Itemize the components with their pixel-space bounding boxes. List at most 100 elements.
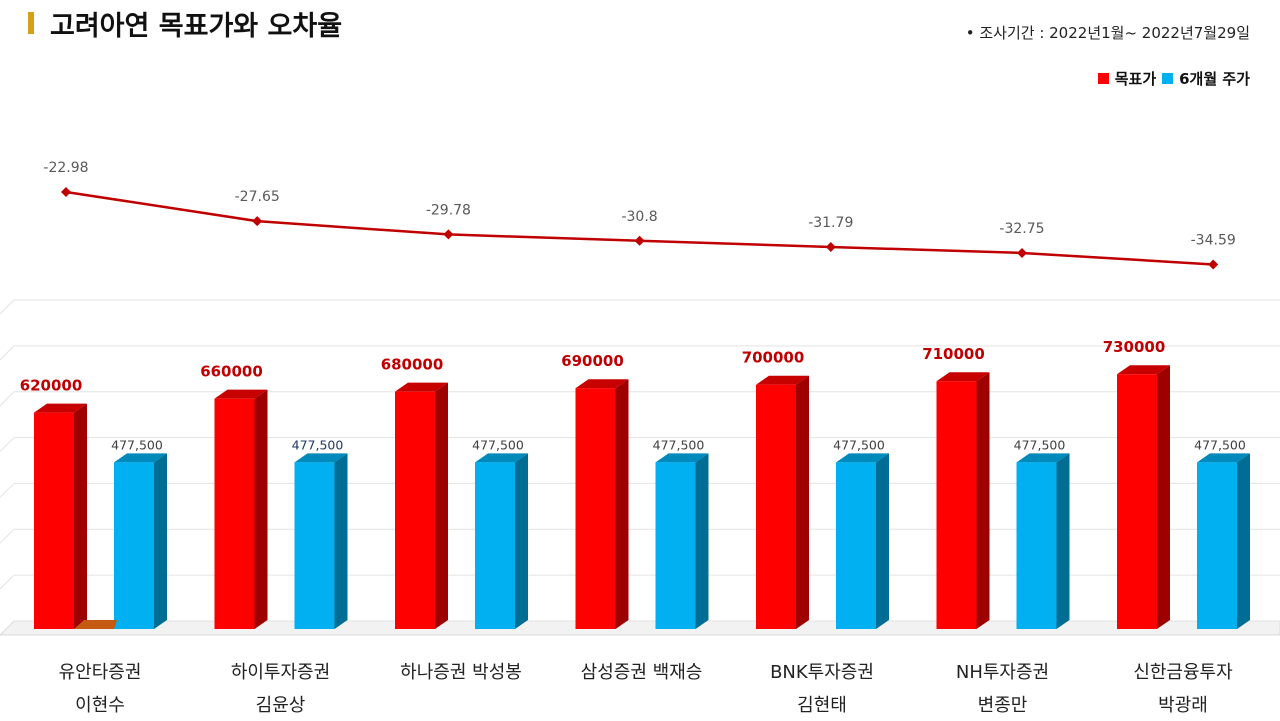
bar-price-top (1016, 453, 1070, 463)
data-label-target: 710000 (922, 345, 985, 363)
chart-floor (0, 620, 1280, 636)
bar-target (756, 384, 796, 629)
gridline-side (0, 345, 15, 361)
bar-price-top (114, 453, 167, 463)
category-label: 하나증권 박성봉 (400, 662, 522, 683)
error-rate-label: -34.59 (1191, 232, 1236, 248)
data-label-target: 690000 (561, 352, 624, 370)
data-label-price: 477,500 (111, 437, 163, 452)
data-label-price: 477,500 (833, 437, 885, 452)
error-rate-point (252, 216, 263, 227)
data-label-target: 700000 (742, 349, 805, 367)
chart-legend: 목표가 6개월 주가 (1097, 68, 1250, 89)
bar-target-side (796, 375, 809, 629)
data-label-price: 477,500 (292, 437, 344, 452)
gridline-side (0, 620, 15, 636)
bar-target (34, 412, 74, 629)
bar-target (395, 391, 435, 629)
bar-target-top (395, 382, 448, 392)
error-rate-point (634, 235, 645, 246)
data-label-target: 730000 (1103, 338, 1166, 356)
category-label: 하이투자증권 (231, 662, 330, 683)
category-label: 신한금융투자 (1133, 662, 1233, 683)
gridline-side (0, 528, 15, 544)
survey-period: • 조사기간 : 2022년1월~ 2022년7월29일 (965, 24, 1250, 42)
error-rate-point (61, 187, 71, 197)
bar-target-top (214, 389, 268, 399)
legend-label-target: 목표가 (1114, 70, 1157, 88)
bar-target-top (34, 403, 87, 413)
bar-price-side (1056, 453, 1070, 629)
bar-target (936, 381, 977, 629)
bar-price-side (154, 453, 167, 629)
bar-target-side (1157, 365, 1170, 629)
bar-price-side (515, 453, 528, 629)
data-label-price: 477,500 (1194, 437, 1246, 452)
error-rate-point (1017, 247, 1027, 258)
bar-price (114, 462, 154, 629)
bar-price-top (475, 453, 528, 463)
error-rate-label: -32.75 (999, 221, 1044, 237)
bar-price (655, 462, 696, 629)
bar-price-side (876, 453, 889, 629)
category-label: BNK투자증권 (770, 662, 874, 683)
bar-price (836, 462, 876, 629)
bar-price (294, 462, 335, 629)
data-label-price: 477,500 (653, 437, 705, 452)
error-rate-label: -30.8 (621, 209, 657, 225)
bar-target-side (615, 379, 629, 629)
title-accent-bar (28, 12, 34, 34)
category-label: 김현태 (797, 695, 847, 716)
data-label-target: 680000 (381, 356, 444, 374)
error-rate-point (1208, 259, 1219, 270)
category-label: 김윤상 (256, 695, 306, 716)
bar-target (1117, 374, 1157, 629)
bar-price (1016, 462, 1057, 629)
data-label-target: 660000 (200, 363, 263, 381)
bar-price (1197, 462, 1237, 629)
bar-target-top (575, 379, 629, 389)
gridline-side (0, 391, 15, 407)
error-rate-point (825, 241, 836, 252)
bar-price-side (334, 453, 348, 629)
gridline-side (0, 299, 15, 315)
bar-target-side (254, 389, 268, 629)
bar-target (214, 398, 255, 629)
floor-marker (74, 620, 117, 629)
bar-price-top (1197, 453, 1250, 463)
bar-target-side (976, 372, 990, 629)
bar-price-side (695, 453, 709, 629)
category-label: NH투자증권 (956, 662, 1049, 683)
gridline-side (0, 437, 15, 452)
bar-target-side (435, 382, 448, 629)
category-label: 박광래 (1158, 695, 1208, 716)
bar-price-side (1237, 453, 1250, 629)
data-label-price: 477,500 (472, 437, 524, 452)
bar-target-top (936, 372, 990, 382)
category-label: 유안타증권 (59, 662, 142, 683)
error-rate-label: -22.98 (43, 160, 88, 176)
bar-target-top (1117, 365, 1170, 375)
error-rate-label: -31.79 (808, 215, 853, 231)
error-rate-point (443, 229, 454, 240)
gridline-side (0, 574, 15, 590)
bar-price-top (655, 453, 709, 463)
gridline-side (0, 483, 15, 498)
legend-label-price: 6개월 주가 (1179, 70, 1250, 88)
data-label-price: 477,500 (1014, 437, 1066, 452)
bar-target (575, 388, 616, 629)
category-label: 삼성증권 백재승 (581, 662, 703, 683)
bar-price (475, 462, 515, 629)
bar-target-side (74, 403, 87, 629)
legend-swatch-price (1162, 73, 1174, 84)
page-title: 고려아연 목표가와 오차율 (50, 11, 343, 42)
bar-price-top (294, 453, 348, 463)
error-rate-label: -27.65 (235, 189, 280, 205)
error-rate-label: -29.78 (426, 202, 471, 218)
category-label: 변종만 (978, 695, 1028, 716)
data-label-target: 620000 (20, 377, 83, 395)
bar-target-top (756, 375, 809, 385)
legend-swatch-target (1097, 73, 1109, 84)
category-label: 이현수 (75, 695, 125, 716)
